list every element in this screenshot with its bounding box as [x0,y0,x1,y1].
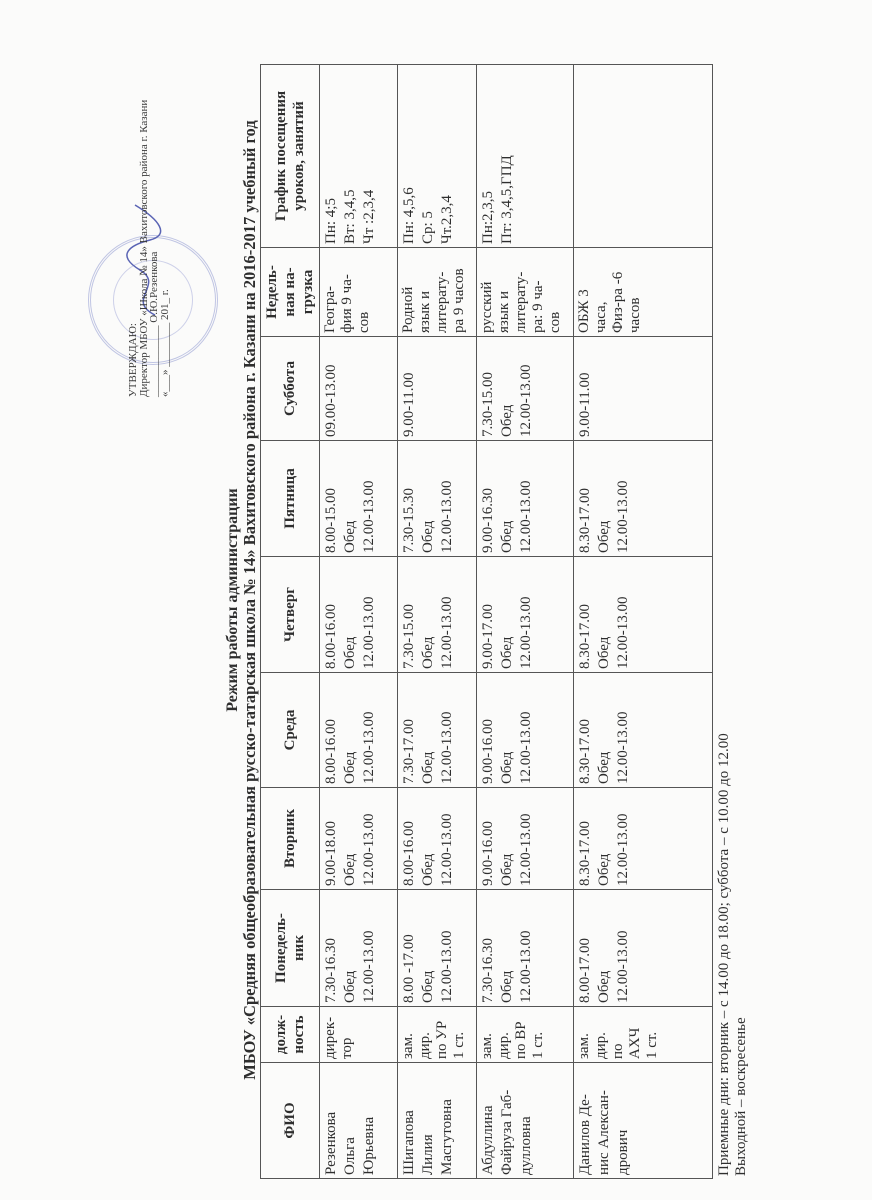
approval-signatory: _____________ О.Ю.Резенкова [148,251,160,397]
header-name: ФИО [260,1062,320,1179]
cell-thursday: 8.30-17.00 Обед 12.00-13.00 [573,556,713,673]
header-weekly-load: Недель- ная на- грузка [260,247,320,337]
cell-visit-schedule [573,64,713,248]
cell-friday: 9.00-16.30 Обед 12.00-13.00 [476,440,574,557]
header-tuesday: Вторник [260,787,320,890]
cell-position: дирек- тор [319,1006,398,1063]
cell-friday: 8.30-17.00 Обед 12.00-13.00 [573,440,713,557]
header-thursday: Четверг [260,556,320,673]
table-row: Данилов Де- нис Алексан- дрович зам. дир.… [573,64,713,1179]
cell-weekly-load: ОБЖ 3 часа, Физ-ра -6 часов [573,247,713,337]
cell-saturday: 09.00-13.00 [319,336,398,441]
cell-wednesday: 8.30-17.00 Обед 12.00-13.00 [573,672,713,788]
cell-name: Абдуллина Файруза Габ- дулловна [476,1062,574,1179]
cell-visit-schedule: Пн: 4,5,6 Ср: 5 Чт.2,3,4 [397,64,477,248]
cell-wednesday: 9.00-16.00 Обед 12.00-13.00 [476,672,574,788]
cell-tuesday: 8.00-16.00 Обед 12.00-13.00 [397,787,477,890]
cell-friday: 8.00-15.00 Обед 12.00-13.00 [319,440,398,557]
table-header-row: ФИО долж- ность Понедель- ник Вторник Среда Ч… [260,64,320,1179]
cell-saturday: 7.30-15.00 Обед 12.00-13.00 [476,336,574,441]
cell-tuesday: 9.00-18.00 Обед 12.00-13.00 [319,787,398,890]
cell-name: Данилов Де- нис Алексан- дрович [573,1062,713,1179]
cell-monday: 7.30-16.30 Обед 12.00-13.00 [319,889,398,1007]
cell-visit-schedule: Пн:2,3,5 Пт: 3,4,5,ГПД [476,64,574,248]
approval-heading: УТВЕРЖДАЮ: [127,323,139,397]
table-row: Шигапова Лилия Масгутовна зам. дир. по УР… [397,64,477,1179]
cell-monday: 7.30-16.30 Обед 12.00-13.00 [476,889,574,1007]
approval-date: «___» ________ 201_ г. [158,289,171,397]
header-visit-schedule: График посещения уроков, занятий [260,64,320,248]
cell-weekly-load: русский язык и литерату- ра: 9 ча- сов [476,247,574,337]
header-friday: Пятница [260,440,320,557]
header-saturday: Суббота [260,336,320,441]
cell-visit-schedule: Пн: 4;5 Вт: 3,4,5 Чт :2,3,4 [319,64,398,248]
day-off: Выходной – воскресенье [733,1017,749,1176]
cell-friday: 7.30-15.30 Обед 12.00-13.00 [397,440,477,557]
schedule-table: ФИО долж- ность Понедель- ник Вторник Среда Ч… [260,64,713,1179]
cell-thursday: 8.00-16.00 Обед 12.00-13.00 [319,556,398,673]
cell-position: зам. дир. по АХЧ 1 ст. [573,1006,713,1063]
cell-thursday: 7.30-15.00 Обед 12.00-13.00 [397,556,477,673]
header-monday: Понедель- ник [260,889,320,1007]
cell-saturday: 9.00-11.00 [573,336,713,441]
cell-position: зам. дир. по УР 1 ст. [397,1006,477,1063]
cell-name: Шигапова Лилия Масгутовна [397,1062,477,1179]
cell-name: Резенкова Ольга Юрьевна [319,1062,398,1179]
cell-monday: 8.00-17.00 Обед 12.00-13.00 [573,889,713,1007]
cell-monday: 8.00 -17.00 Обед 12.00-13.00 [397,889,477,1007]
cell-weekly-load: Геогра- фия 9 ча- сов [319,247,398,337]
cell-position: зам. дир. по ВР 1 ст. [476,1006,574,1063]
footer-notes: Приемные дни: вторник – с 14.00 до 18.00… [716,733,750,1176]
signature [126,204,162,316]
table-row: Абдуллина Файруза Габ- дулловна зам. дир.… [476,64,574,1179]
cell-saturday: 9.00-11.00 [397,336,477,441]
cell-tuesday: 9.00-16.00 Обед 12.00-13.00 [476,787,574,890]
cell-wednesday: 8.00-16.00 Обед 12.00-13.00 [319,672,398,788]
header-wednesday: Среда [260,672,320,788]
header-position: долж- ность [260,1006,320,1063]
table-row: Резенкова Ольга Юрьевна дирек- тор 7.30-16… [319,64,398,1179]
cell-tuesday: 8.30-17.00 Обед 12.00-13.00 [573,787,713,890]
approval-block: УТВЕРЖДАЮ: Директор МБОУ «Школа № 14» Ва… [127,100,171,397]
cell-wednesday: 7.30-17.00 Обед 12.00-13.00 [397,672,477,788]
page-subtitle: МБОУ «Средняя общеобразовательная русско… [240,120,259,1080]
reception-days: Приемные дни: вторник – с 14.00 до 18.00… [716,733,732,1176]
cell-weekly-load: Родной язык и литерату- ра 9 часов [397,247,477,337]
cell-thursday: 9.00-17.00 Обед 12.00-13.00 [476,556,574,673]
